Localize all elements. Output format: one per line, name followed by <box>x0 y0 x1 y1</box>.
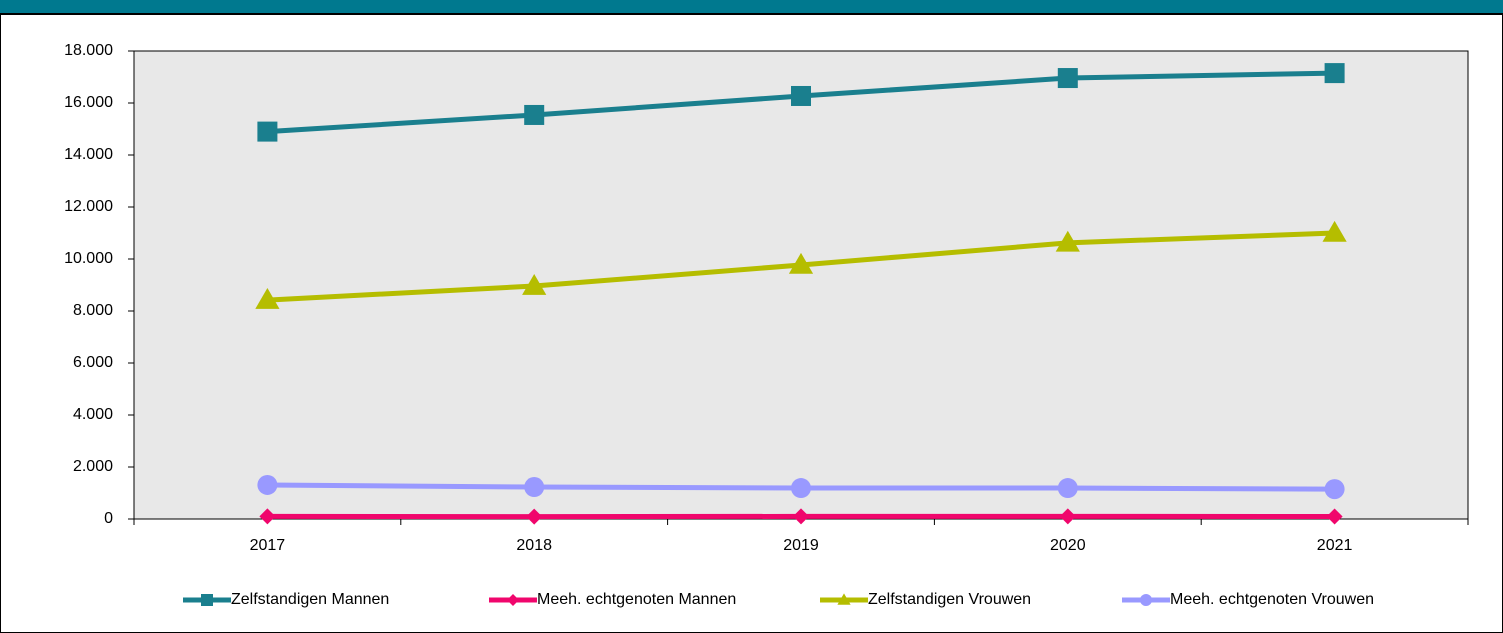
marker <box>201 594 213 606</box>
marker <box>257 121 278 142</box>
marker <box>524 104 545 125</box>
y-tick-label: 2.000 <box>73 458 113 475</box>
legend-item: Meeh. echtgenoten Mannen <box>489 591 736 608</box>
marker <box>1326 508 1343 525</box>
marker <box>1324 479 1345 500</box>
header-bar <box>0 0 1503 14</box>
marker <box>1057 478 1078 499</box>
marker <box>522 273 547 295</box>
marker <box>791 85 811 106</box>
plot-area <box>133 50 1469 520</box>
marker <box>791 478 811 499</box>
marker <box>1322 220 1347 242</box>
marker <box>1059 508 1076 525</box>
marker <box>793 508 809 525</box>
marker <box>526 508 543 525</box>
legend-item: Zelfstandigen Vrouwen <box>820 591 1031 608</box>
legend-label: Meeh. echtgenoten Mannen <box>537 591 736 608</box>
x-tick-label: 2020 <box>1050 537 1086 554</box>
marker <box>524 477 545 498</box>
x-tick-label: 2019 <box>783 537 819 554</box>
legend-label: Zelfstandigen Mannen <box>231 591 389 608</box>
marker <box>837 593 851 605</box>
y-tick-label: 12.000 <box>64 198 113 215</box>
y-tick-label: 16.000 <box>64 94 113 111</box>
marker <box>788 252 814 274</box>
marker <box>507 594 519 606</box>
y-tick-label: 18.000 <box>64 42 113 59</box>
marker <box>259 508 276 525</box>
y-tick-label: 6.000 <box>73 354 113 371</box>
legend-label: Meeh. echtgenoten Vrouwen <box>1170 591 1374 608</box>
y-tick-label: 14.000 <box>64 146 113 163</box>
legend-item: Meeh. echtgenoten Vrouwen <box>1122 591 1374 608</box>
y-tick-label: 8.000 <box>73 302 113 319</box>
x-tick-label: 2021 <box>1317 537 1353 554</box>
y-tick-label: 0 <box>104 510 113 527</box>
marker <box>255 287 280 309</box>
y-tick-label: 10.000 <box>64 250 113 267</box>
marker <box>257 474 278 495</box>
legend-label: Zelfstandigen Vrouwen <box>868 591 1031 608</box>
marker <box>1055 230 1080 252</box>
marker <box>1140 594 1152 606</box>
x-tick-label: 2017 <box>250 537 286 554</box>
y-tick-label: 4.000 <box>73 406 113 423</box>
x-tick-label: 2018 <box>516 537 552 554</box>
marker <box>1324 63 1345 84</box>
legend-item: Zelfstandigen Mannen <box>183 591 389 608</box>
marker <box>1057 68 1078 89</box>
